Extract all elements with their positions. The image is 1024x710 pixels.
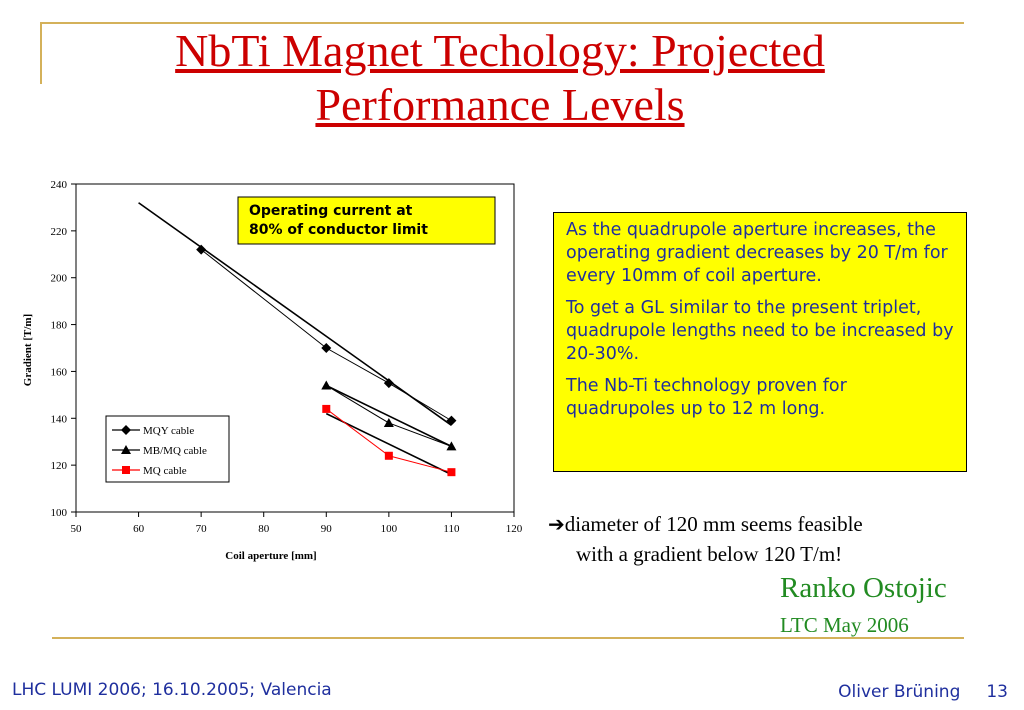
x-tick-label: 80	[258, 523, 270, 535]
slide-title: NbTi Magnet Techology: Projected Perform…	[175, 25, 825, 130]
y-axis-label: Gradient [T/m]	[22, 314, 34, 386]
legend-label: MQ cable	[143, 465, 187, 477]
y-tick-label: 100	[51, 507, 68, 519]
x-axis-label: Coil aperture [mm]	[225, 550, 316, 562]
data-point-2	[321, 380, 332, 390]
data-point-2	[383, 417, 394, 427]
annotation-line-1: Operating current at	[249, 203, 413, 219]
trendline	[325, 412, 452, 476]
x-tick-label: 100	[381, 523, 398, 535]
left-rule	[40, 22, 42, 84]
trendline	[325, 384, 452, 448]
data-point-3	[384, 451, 393, 460]
trendline	[138, 202, 452, 426]
right-arrow-icon: ➔	[548, 512, 565, 536]
legend-marker	[121, 425, 131, 435]
top-rule	[40, 22, 964, 24]
bottom-rule	[52, 637, 964, 639]
y-tick-label: 120	[51, 460, 68, 472]
conclusion-line-1: diameter of 120 mm seems feasible	[564, 512, 863, 536]
note-paragraph-1: As the quadrupole aperture increases, th…	[566, 220, 948, 286]
y-tick-label: 220	[51, 226, 68, 238]
x-tick-label: 70	[196, 523, 208, 535]
note-paragraph-2: To get a GL similar to the present tripl…	[566, 298, 954, 364]
y-tick-label: 200	[51, 273, 68, 285]
data-point-1	[321, 343, 332, 353]
y-tick-label: 160	[51, 366, 68, 378]
conclusion-line-2: with a gradient below 120 T/m!	[576, 542, 843, 566]
author-name: Ranko Ostojic	[780, 572, 947, 604]
legend-label: MB/MQ cable	[143, 445, 207, 457]
page-number: 13	[986, 682, 1008, 702]
y-tick-label: 180	[51, 320, 68, 332]
x-tick-label: 60	[133, 523, 145, 535]
x-tick-label: 120	[506, 523, 523, 535]
data-point-1	[383, 378, 394, 389]
footer-right: Oliver Brüning 13	[838, 682, 1008, 702]
x-tick-label: 50	[71, 523, 83, 535]
legend-marker	[122, 466, 130, 474]
note-paragraph-3: The Nb-Ti technology proven for quadrupo…	[566, 376, 847, 419]
data-point-3	[447, 468, 456, 477]
meeting-label: LTC May 2006	[780, 613, 909, 637]
legend-marker	[121, 445, 131, 454]
legend-label: MQY cable	[143, 425, 194, 437]
y-tick-label: 240	[51, 180, 68, 191]
gradient-chart: 100 120 140 160 180 200 220 240 50 60 70 80 90 100 110…	[0, 179, 530, 580]
x-tick-label: 90	[321, 523, 333, 535]
data-point-3	[322, 404, 331, 413]
annotation-box	[237, 196, 496, 245]
annotation-line-2: 80% of conductor limit	[249, 222, 428, 238]
data-point-2	[446, 441, 457, 451]
footer-event: LHC LUMI 2006; 16.10.2005; Valencia	[12, 680, 332, 700]
series-line-1	[200, 249, 452, 422]
chart-svg: 100 120 140 160 180 200 220 240 50 60 70 80 90 100 110…	[22, 179, 523, 562]
note-box: As the quadrupole aperture increases, th…	[553, 212, 967, 472]
y-tick-label: 140	[51, 413, 68, 425]
conclusion: ➔diameter of 120 mm seems feasible with …	[548, 509, 863, 569]
footer-presenter: Oliver Brüning	[838, 682, 961, 702]
data-point-1	[446, 415, 457, 426]
x-tick-label: 110	[443, 523, 460, 535]
data-point-1	[196, 244, 207, 255]
